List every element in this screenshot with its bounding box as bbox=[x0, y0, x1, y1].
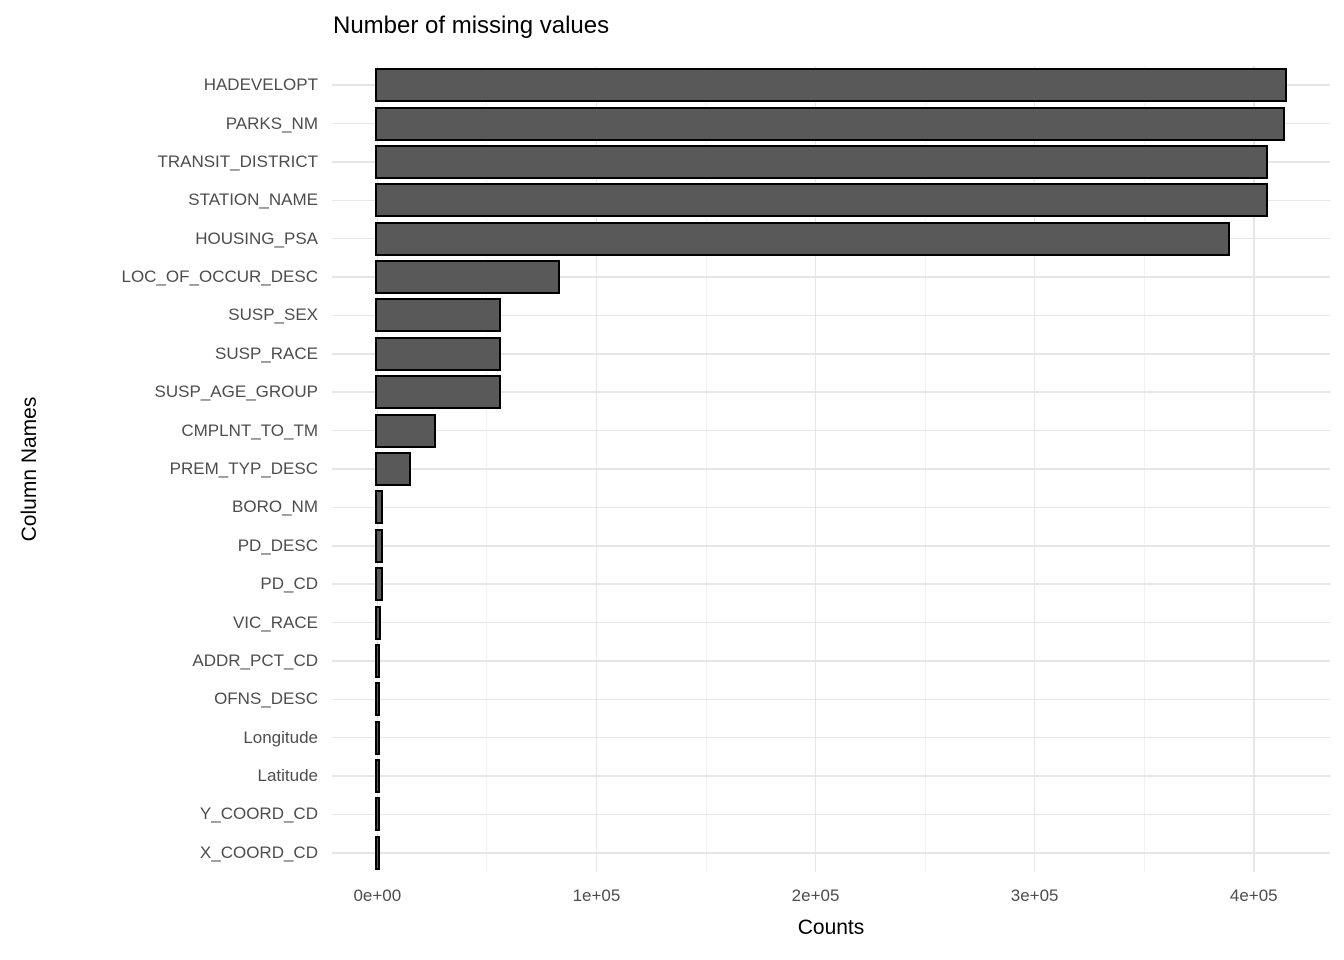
bar-OFNS_DESC bbox=[375, 682, 381, 717]
bar-BORO_NM bbox=[375, 490, 384, 525]
y-axis-label: X_COORD_CD bbox=[199, 842, 318, 862]
y-axis-label: VIC_RACE bbox=[232, 612, 318, 632]
y-major-gridline bbox=[332, 621, 1330, 624]
bar-SUSP_SEX bbox=[375, 298, 501, 333]
bar-PARKS_NM bbox=[375, 106, 1285, 141]
y-major-gridline bbox=[332, 813, 1330, 816]
y-axis-label: STATION_NAME bbox=[188, 190, 318, 210]
y-axis-label: PD_DESC bbox=[237, 535, 318, 555]
y-major-gridline bbox=[332, 736, 1330, 739]
bar-CMPLNT_TO_TM bbox=[375, 413, 437, 448]
y-major-gridline bbox=[332, 468, 1330, 470]
chart-title: Number of missing values bbox=[333, 12, 610, 39]
bar-HADEVELOPT bbox=[375, 68, 1287, 103]
y-major-gridline bbox=[332, 583, 1330, 585]
y-axis-label: OFNS_DESC bbox=[214, 689, 318, 709]
y-major-gridline bbox=[332, 506, 1330, 509]
y-axis-label: CMPLNT_TO_TM bbox=[181, 420, 318, 440]
y-axis-label: PREM_TYP_DESC bbox=[169, 459, 318, 478]
y-axis-label: SUSP_AGE_GROUP bbox=[154, 382, 318, 402]
bar-PD_CD bbox=[375, 567, 383, 602]
bar-TRANSIT_DISTRICT bbox=[375, 144, 1268, 179]
y-axis-title: Column Names bbox=[18, 396, 41, 542]
plot-panel bbox=[332, 66, 1330, 872]
x-axis-tick-labels: 0e+00 1e+05 2e+05 3e+05 4e+05 bbox=[332, 886, 1330, 908]
x-tick-label: 2e+05 bbox=[791, 886, 840, 905]
bar-STATION_NAME bbox=[375, 183, 1268, 218]
y-major-gridline bbox=[332, 852, 1330, 854]
x-tick-label: 0e+00 bbox=[353, 886, 402, 905]
bar-SUSP_RACE bbox=[375, 336, 502, 371]
y-axis-label: Y_COORD_CD bbox=[199, 804, 318, 824]
y-major-gridline bbox=[332, 276, 1330, 278]
bar-LOC_OF_OCCUR_DESC bbox=[375, 260, 561, 295]
y-major-gridline bbox=[332, 545, 1330, 547]
bar-ADDR_PCT_CD bbox=[375, 643, 381, 678]
y-major-gridline bbox=[332, 698, 1330, 701]
x-axis-title: Counts bbox=[797, 916, 865, 939]
y-axis-label: HOUSING_PSA bbox=[195, 228, 318, 248]
y-axis-label: Latitude bbox=[257, 766, 319, 786]
x-tick-label: 3e+05 bbox=[1010, 886, 1059, 905]
y-axis-label: LOC_OF_OCCUR_DESC bbox=[121, 267, 319, 287]
bar-PREM_TYP_DESC bbox=[375, 452, 412, 486]
y-axis-label: PARKS_NM bbox=[225, 113, 318, 133]
bar-PD_DESC bbox=[375, 528, 383, 563]
y-axis-label: SUSP_SEX bbox=[228, 305, 318, 325]
x-tick-label: 4e+05 bbox=[1229, 886, 1278, 905]
bar-Y_COORD_CD bbox=[375, 797, 380, 832]
bar-X_COORD_CD bbox=[375, 835, 380, 870]
x-tick-label: 1e+05 bbox=[572, 886, 621, 905]
bar-HOUSING_PSA bbox=[375, 221, 1230, 256]
y-axis-label: Longitude bbox=[243, 727, 318, 747]
y-axis-label: TRANSIT_DISTRICT bbox=[157, 151, 318, 171]
y-axis-label: ADDR_PCT_CD bbox=[192, 650, 318, 670]
y-axis-label: BORO_NM bbox=[232, 497, 318, 517]
y-major-gridline bbox=[332, 353, 1330, 355]
y-major-gridline bbox=[332, 314, 1330, 317]
bar-SUSP_AGE_GROUP bbox=[375, 375, 502, 410]
y-major-gridline bbox=[332, 775, 1330, 777]
bar-VIC_RACE bbox=[375, 605, 381, 640]
bar-Longitude bbox=[375, 720, 380, 755]
y-axis-labels: HADEVELOPT PARKS_NM TRANSIT_DISTRICT STATIO… bbox=[40, 66, 319, 872]
y-axis-label: HADEVELOPT bbox=[203, 75, 318, 95]
y-axis-label: SUSP_RACE bbox=[215, 343, 318, 363]
bar-Latitude bbox=[375, 759, 380, 794]
y-major-gridline bbox=[332, 660, 1330, 662]
y-axis-label: PD_CD bbox=[260, 574, 318, 594]
y-major-gridline bbox=[332, 429, 1330, 432]
y-major-gridline bbox=[332, 391, 1330, 393]
